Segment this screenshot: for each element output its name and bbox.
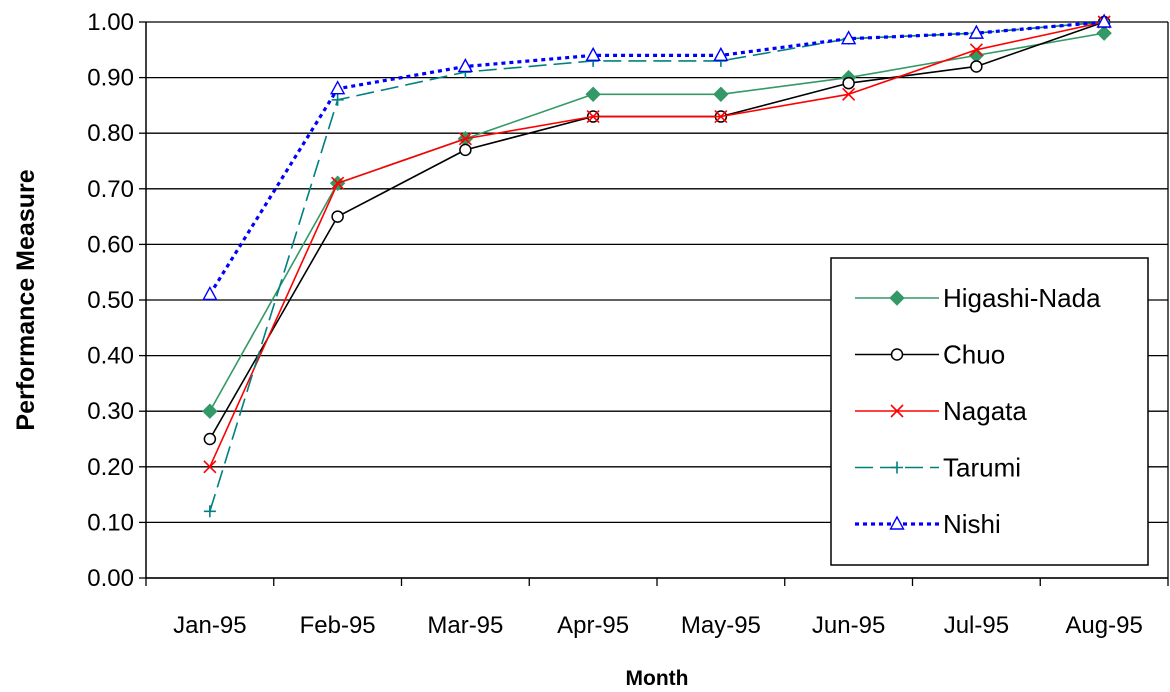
- x-tick-label: Aug-95: [1065, 612, 1142, 639]
- series-nagata: [203, 15, 1111, 474]
- y-tick-label: 0.80: [87, 120, 134, 147]
- legend-label: Chuo: [943, 340, 1005, 370]
- x-tick-label: Jan-95: [173, 612, 246, 639]
- marker-triangle: [1096, 13, 1112, 28]
- y-tick-label: 1.00: [87, 9, 134, 36]
- marker-circle: [970, 60, 983, 73]
- series-line: [209, 21, 1105, 468]
- gridlines: [146, 21, 1168, 579]
- y-tick-label: 0.60: [87, 231, 134, 258]
- series-line: [209, 21, 1105, 512]
- y-tick-label: 0.50: [87, 287, 134, 314]
- legend: Higashi-Nada Chuo Nagata Tarumi Nishi: [830, 257, 1149, 566]
- y-tick-label: 0.20: [87, 454, 134, 481]
- marker-diamond: [585, 86, 601, 102]
- marker-plus: [331, 93, 344, 106]
- marker-plus: [203, 505, 216, 518]
- y-tick-label: 0.70: [87, 176, 134, 203]
- x-tick-labels: Jan-95 Feb-95 Mar-95 Apr-95 May-95 Jun-95 Jul-…: [173, 612, 1143, 639]
- marker-x: [458, 132, 472, 146]
- y-tick-label: 0.10: [87, 509, 134, 536]
- legend-label: Nishi: [943, 509, 1001, 539]
- x-tick-label: Jul-95: [944, 612, 1009, 639]
- marker-circle: [842, 76, 855, 90]
- legend-item: Tarumi: [855, 453, 1021, 483]
- marker-circle: [331, 210, 344, 223]
- y-tick-label: 0.00: [87, 565, 134, 592]
- marker-diamond: [1096, 25, 1112, 41]
- x-tick-label: Jun-95: [812, 612, 885, 639]
- marker-x: [331, 176, 345, 190]
- legend-item: Higashi-Nada: [855, 283, 1101, 313]
- x-tick-label: Mar-95: [427, 612, 503, 639]
- y-tick-label: 0.30: [87, 398, 134, 425]
- marker-plus: [891, 461, 903, 474]
- marker-diamond: [889, 290, 905, 306]
- marker-triangle: [968, 24, 985, 39]
- marker-circle: [203, 432, 217, 446]
- y-tick-label: 0.90: [87, 65, 134, 92]
- marker-x: [890, 404, 904, 418]
- series-lines: [202, 13, 1112, 518]
- axes: [139, 21, 1169, 586]
- marker-x: [203, 460, 217, 474]
- series-line: [208, 20, 1105, 296]
- marker-triangle: [713, 46, 729, 62]
- x-tick-label: Feb-95: [300, 612, 376, 639]
- marker-x: [969, 43, 983, 57]
- marker-diamond: [202, 403, 218, 419]
- y-tick-labels: 0.00 0.10 0.20 0.30 0.40 0.50 0.60 0.70 0.80 0.90…: [87, 9, 134, 592]
- marker-diamond: [713, 86, 729, 102]
- x-tick-label: May-95: [681, 612, 761, 639]
- y-axis-title: Performance Measure: [12, 169, 40, 430]
- y-tick-label: 0.40: [87, 343, 134, 370]
- marker-triangle: [202, 285, 218, 301]
- legend-label: Higashi-Nada: [943, 283, 1101, 313]
- marker-triangle: [889, 515, 905, 530]
- marker-triangle: [329, 80, 346, 95]
- marker-triangle: [457, 58, 474, 73]
- legend-item: Nishi: [855, 509, 1001, 539]
- marker-circle: [459, 143, 472, 157]
- legend-label: Tarumi: [943, 453, 1021, 483]
- legend-item: Chuo: [855, 340, 1005, 370]
- x-axis-title: Month: [626, 667, 689, 690]
- legend-item: Nagata: [855, 396, 1027, 426]
- marker-x: [714, 109, 728, 124]
- x-tick-label: Apr-95: [557, 612, 629, 639]
- legend-label: Nagata: [943, 396, 1027, 426]
- marker-triangle: [585, 46, 601, 62]
- marker-triangle: [840, 30, 857, 45]
- marker-x: [586, 109, 600, 124]
- marker-circle: [890, 348, 904, 361]
- series-nishi: [202, 13, 1112, 301]
- marker-x: [842, 87, 856, 101]
